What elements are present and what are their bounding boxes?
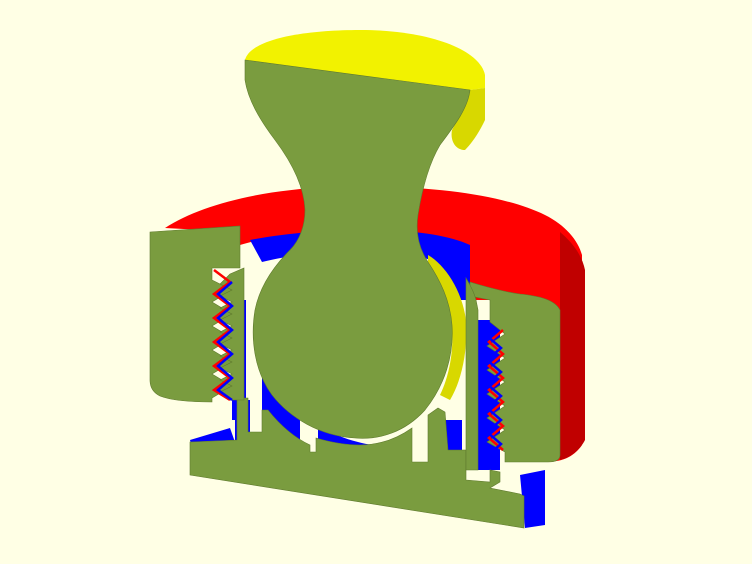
knob-top-ellipse [245, 30, 485, 90]
thread-line-left-red [211, 269, 233, 402]
cap-top-ring [165, 186, 582, 462]
thread-line-left-blue [215, 281, 234, 402]
base-thread-right [465, 276, 479, 471]
knob-cut [244, 59, 471, 439]
knob-top-surface [245, 30, 485, 400]
base-flange-right [520, 470, 545, 528]
threaded-cap-surface [165, 186, 585, 462]
thread-line-right-blue [485, 335, 503, 457]
knob-ball-side [428, 255, 467, 400]
cap-left-wall-cut [149, 225, 241, 403]
base-cut [189, 397, 525, 529]
knob-top-side [451, 88, 485, 150]
section-cut-face [149, 59, 561, 529]
thread-lines [211, 269, 505, 457]
cap-side [560, 232, 585, 460]
